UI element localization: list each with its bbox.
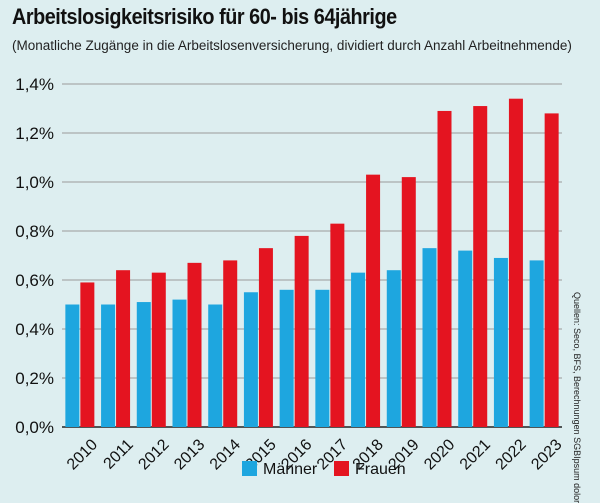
bar-maenner bbox=[458, 250, 473, 427]
x-tick-label: 2021 bbox=[457, 436, 494, 473]
bar-maenner bbox=[422, 248, 437, 427]
bar-maenner bbox=[101, 304, 116, 427]
bar-maenner bbox=[529, 260, 544, 427]
x-tick-label: 2020 bbox=[421, 436, 458, 473]
bar-maenner bbox=[65, 304, 80, 427]
legend-swatch-maenner bbox=[242, 461, 257, 476]
bar-frauen bbox=[151, 272, 166, 427]
bar-maenner bbox=[136, 302, 151, 427]
bar-frauen bbox=[223, 260, 238, 427]
legend-swatch-frauen bbox=[334, 461, 349, 476]
bar-frauen bbox=[401, 177, 416, 427]
bar-maenner bbox=[315, 289, 330, 427]
x-tick-label: 2011 bbox=[101, 436, 137, 472]
bar-frauen bbox=[508, 98, 523, 427]
y-tick-label: 0,0% bbox=[15, 418, 54, 437]
chart-title: Arbeitslosigkeitsrisiko für 60- bis 64jä… bbox=[12, 4, 397, 29]
bar-maenner bbox=[493, 257, 508, 427]
y-tick-label: 0,8% bbox=[15, 222, 54, 241]
bar-frauen bbox=[544, 113, 559, 428]
bar-maenner bbox=[172, 299, 187, 427]
y-tick-label: 1,0% bbox=[15, 173, 54, 192]
bar-maenner bbox=[351, 272, 366, 427]
chart-subtitle: (Monatliche Zugänge in die Arbeitslosenv… bbox=[12, 38, 572, 53]
x-tick-label: 2013 bbox=[171, 436, 208, 473]
bar-frauen bbox=[258, 248, 273, 427]
x-tick-label: 2012 bbox=[135, 436, 172, 473]
x-tick-label: 2014 bbox=[207, 436, 244, 473]
bar-maenner bbox=[279, 289, 294, 427]
source-note: Quellen: Seco, BFS, Berechnungen SGBIpsu… bbox=[572, 292, 582, 503]
bar-frauen bbox=[80, 282, 95, 427]
y-tick-label: 0,2% bbox=[15, 369, 54, 388]
x-tick-label: 2010 bbox=[64, 436, 101, 473]
x-tick-label: 2022 bbox=[493, 436, 530, 473]
y-tick-label: 0,6% bbox=[15, 271, 54, 290]
bar-maenner bbox=[208, 304, 223, 427]
bar-maenner bbox=[243, 292, 258, 427]
bar-frauen bbox=[294, 235, 309, 427]
legend-label-frauen: Frauen bbox=[355, 461, 406, 478]
y-tick-label: 1,2% bbox=[15, 124, 54, 143]
legend-label-maenner: Männer bbox=[263, 461, 318, 478]
bar-frauen bbox=[437, 110, 452, 427]
bar-maenner bbox=[386, 270, 401, 427]
bar-frauen bbox=[187, 262, 202, 427]
y-tick-label: 1,4% bbox=[15, 75, 54, 94]
x-tick-label: 2023 bbox=[528, 436, 565, 473]
bar-frauen bbox=[473, 106, 488, 428]
bar-frauen bbox=[366, 174, 381, 427]
bar-frauen bbox=[116, 270, 131, 427]
bar-frauen bbox=[330, 223, 345, 427]
y-tick-label: 0,4% bbox=[15, 320, 54, 339]
